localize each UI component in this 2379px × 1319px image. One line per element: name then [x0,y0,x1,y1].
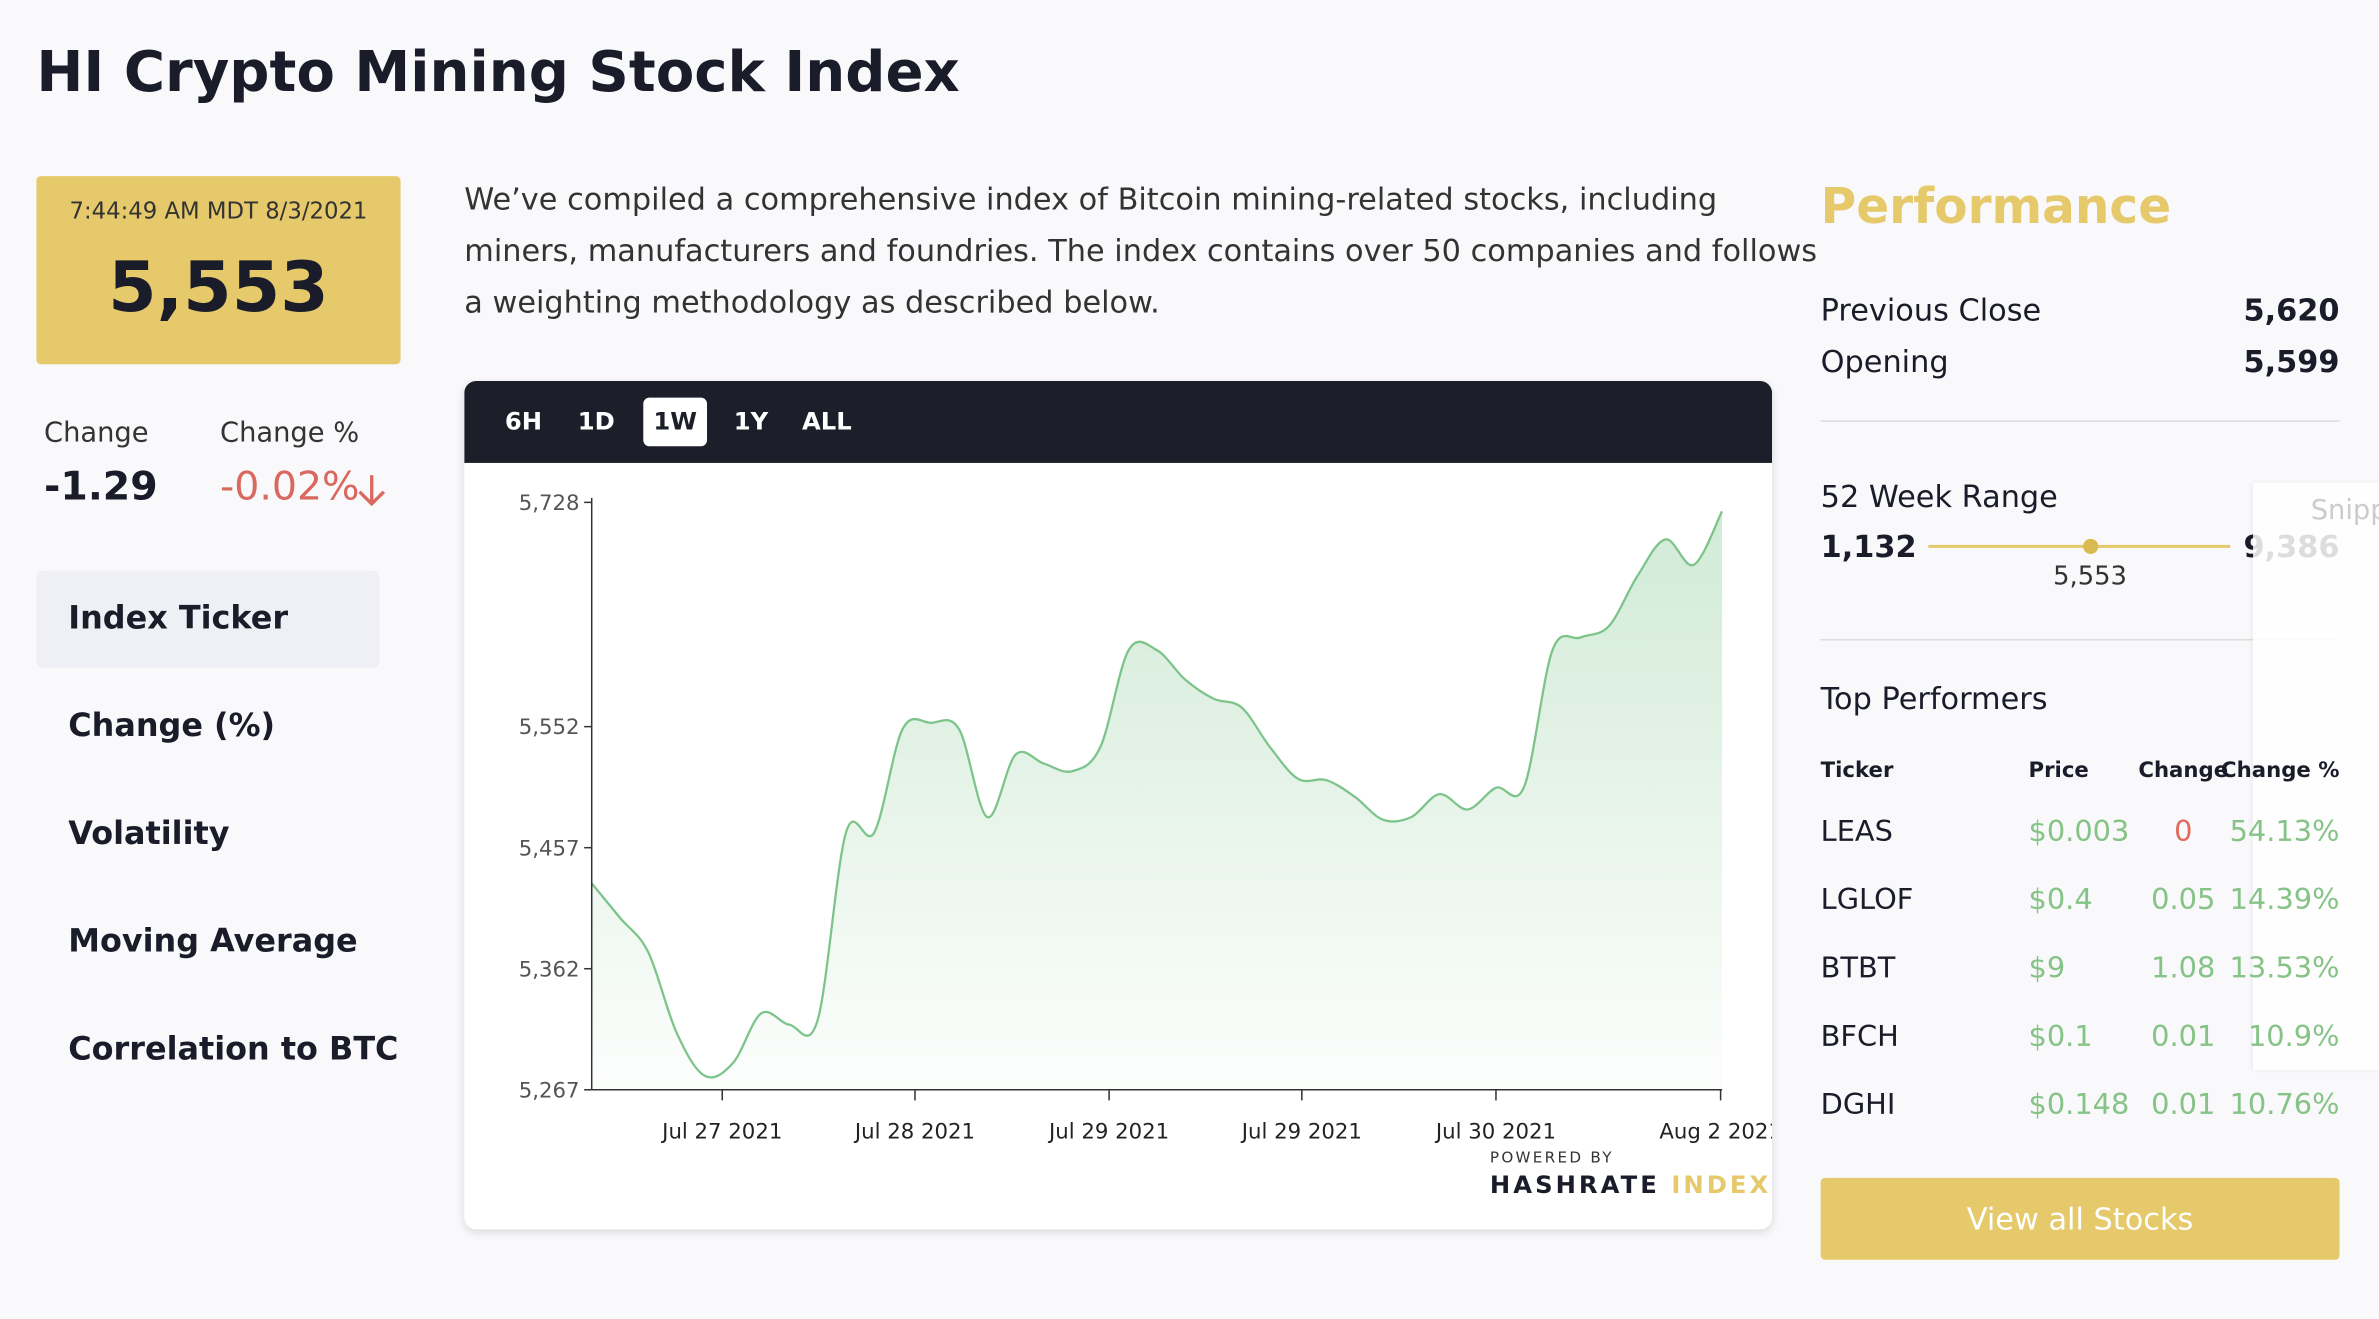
x-tick-label: Aug 2 2021 [1659,1119,1772,1144]
performer-cell: DGHI [1820,1088,1896,1122]
performer-cell: 0.05 [2151,883,2216,917]
column-header: Change [2138,758,2229,784]
y-tick-label: 5,552 [519,715,580,740]
performer-cell: $0.1 [2028,1019,2093,1054]
sidebar-item[interactable]: Index Ticker [68,599,289,636]
performer-cell: 1.08 [2151,951,2216,986]
performer-cell: BTBT [1820,951,1896,986]
brand: HASHRATE INDEX [1490,1170,1771,1199]
powered-by: POWERED BY [1489,1150,1614,1168]
sidebar-highlight [36,570,380,668]
performer-cell: $9 [2028,951,2066,986]
column-header: Price [2028,758,2089,784]
sidebar-item[interactable]: Moving Average [68,922,358,960]
sidebar-item[interactable]: Volatility [68,815,230,852]
y-tick-label: 5,362 [519,957,580,982]
chart-card: 6H 1D 1W 1Y ALL 5,267 5,362 5,457 5,552 5,728 Jul… [464,380,1773,1230]
x-tick-label: Jul 27 2021 [660,1119,782,1144]
description-line: a weighting methodology as described bel… [464,283,1160,321]
timestamp: 7:44:49 AM MDT 8/3/2021 [69,197,368,225]
range-button[interactable]: 6H [504,406,543,436]
performer-cell: 10.9% [2247,1019,2340,1054]
change-value: -1.29 [43,464,158,510]
performer-cell: $0.003 [2028,815,2130,849]
brand-accent: INDEX [1671,1170,1772,1200]
performer-cell: 0.01 [2151,1019,2216,1054]
column-header: Change % [2221,758,2340,784]
description-line: We’ve compiled a comprehensive index of … [464,180,1718,218]
index-value: 5,553 [108,245,329,328]
y-tick-label: 5,457 [519,836,580,861]
x-tick-label: Jul 29 2021 [1240,1119,1362,1144]
perf-value: 5,599 [2243,343,2340,380]
performer-cell: $0.4 [2028,883,2093,917]
snip-overlay: Snipp [2253,482,2379,1071]
sidebar-item[interactable]: Correlation to BTC [68,1030,399,1068]
description-line: miners, manufacturers and foundries. The… [464,232,1818,269]
y-tick-label: 5,267 [519,1078,580,1103]
performer-cell: BFCH [1820,1019,1899,1054]
performer-cell: 13.53% [2229,951,2340,986]
range-bar: 6H 1D 1W 1Y ALL [464,380,1773,463]
range-track [1928,544,2231,548]
range-button[interactable]: 1D [577,406,615,436]
page-title: HI Crypto Mining Stock Index [36,39,960,105]
range-button[interactable]: ALL [802,406,852,436]
change-pct-value: -0.02% [219,464,360,510]
range-marker [2082,538,2098,554]
perf-label: Opening [1820,343,1949,380]
performer-cell: LGLOF [1820,883,1914,917]
performer-cell: 10.76% [2229,1088,2340,1122]
performer-cell: 14.39% [2229,883,2340,917]
performer-cell: 0.01 [2151,1088,2216,1122]
performance-title: Performance [1820,177,2172,236]
change-label: Change [43,417,149,450]
range-current: 5,553 [2053,561,2127,592]
y-tick-label: 5,728 [519,491,580,516]
x-tick-label: Jul 28 2021 [853,1119,975,1144]
sidebar-item[interactable]: Change (%) [68,707,276,744]
x-tick-label: Jul 29 2021 [1047,1119,1169,1144]
range-button[interactable]: 1W [643,397,708,447]
down-arrow [358,475,386,507]
snip-label: Snipp [2310,494,2379,527]
top-performers-title: Top Performers [1820,679,2048,717]
performer-cell: 0 [2174,815,2193,849]
perf-label: Previous Close [1820,291,2042,328]
divider [1820,420,2340,422]
view-all-button[interactable]: View all Stocks [1820,1177,2340,1260]
price-box: 7:44:49 AM MDT 8/3/2021 5,553 [36,176,401,365]
line [590,510,1724,1079]
performer-cell: LEAS [1820,815,1893,849]
x-tick-label: Jul 30 2021 [1434,1119,1556,1144]
range-button[interactable]: 1Y [733,406,769,436]
chart: 5,267 5,362 5,457 5,552 5,728 Jul 27 2021 Jul … [519,491,1772,1144]
performer-cell: $0.148 [2028,1088,2130,1122]
area [591,511,1723,1090]
column-header: Ticker [1820,758,1894,784]
brand-name: HASHRATE [1489,1170,1660,1200]
divider [1820,638,2340,641]
perf-value: 5,620 [2243,291,2340,328]
range-low: 1,132 [1820,528,1917,565]
range-label: 52 Week Range [1820,478,2058,515]
performer-cell: 54.13% [2229,815,2340,849]
change-pct-label: Change % [219,417,360,450]
